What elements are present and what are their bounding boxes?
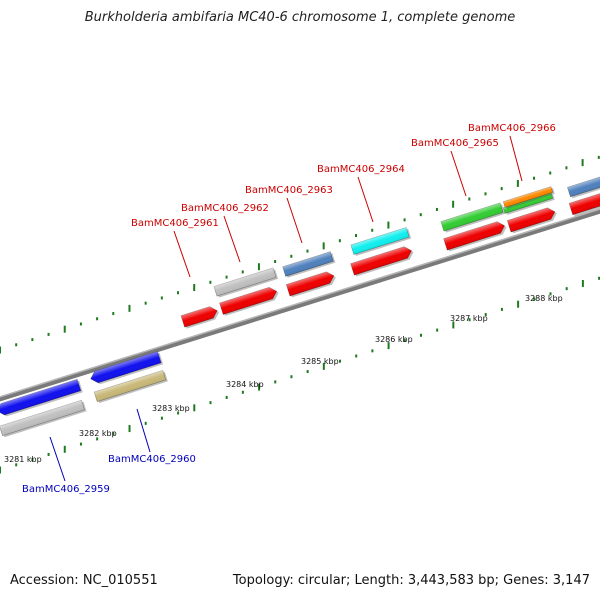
- gene-label-leader: [357, 176, 374, 223]
- gene-2964-gloss: [350, 227, 410, 255]
- genome-summary-text: Topology: circular; Length: 3,443,583 bp…: [232, 573, 590, 588]
- gene-label-leader: [136, 408, 151, 453]
- cds-2964-gloss: [350, 246, 412, 276]
- scale-label: 3282 kbp: [79, 429, 117, 438]
- gene-label-leader: [509, 135, 523, 182]
- gene-2959: [0, 399, 87, 438]
- gene-2962-gloss: [213, 267, 277, 297]
- cds-2962-gloss: [219, 287, 277, 315]
- gene-label-bammc406_2965: BamMC406_2965: [411, 138, 499, 149]
- scale-label: 3281 kbp: [4, 455, 42, 464]
- cds-2962: [219, 287, 279, 316]
- gene-2962: [213, 267, 279, 298]
- gene-2960: [93, 369, 168, 404]
- gene-2965: [440, 202, 506, 233]
- gene-label-leader: [223, 215, 241, 263]
- gene-label-leader: [49, 436, 66, 482]
- gene-label-leader: [450, 150, 467, 197]
- scale-label: 3284 kbp: [226, 380, 264, 389]
- gene-2960-gloss: [94, 370, 166, 402]
- gene-label-bammc406_2960: BamMC406_2960: [108, 454, 196, 465]
- genome-backbone-highlight: [0, 208, 600, 398]
- cds-2959-gloss: [0, 379, 81, 415]
- cds-2961: [180, 306, 220, 329]
- gene-2966-orange-gloss: [503, 186, 553, 208]
- cds-2961-gloss: [181, 306, 218, 328]
- scale-label: 3287 kbp: [450, 314, 488, 323]
- genome-backbone: [0, 208, 600, 402]
- cds-2963: [285, 271, 336, 298]
- scale-label: 3285 kbp: [301, 357, 339, 366]
- gene-label-bammc406_2961: BamMC406_2961: [131, 218, 219, 229]
- cds-2963-gloss: [286, 271, 334, 296]
- gene-2963-gloss: [282, 251, 334, 277]
- gene-label-leader: [173, 230, 191, 278]
- cds-next-gloss: [569, 193, 600, 215]
- gene-next-gloss: [567, 175, 600, 197]
- cds-2966-gloss: [507, 207, 555, 232]
- gene-2966-green-gloss: [503, 192, 553, 214]
- gene-label-bammc406_2964: BamMC406_2964: [317, 164, 405, 175]
- cds-2965-gloss: [443, 221, 505, 251]
- cds-2959: [0, 378, 83, 417]
- scale-label: 3288 kbp: [525, 294, 563, 303]
- gene-label-bammc406_2966: BamMC406_2966: [468, 123, 556, 134]
- gene-2964: [350, 227, 412, 256]
- gene-2966-orange: [502, 186, 555, 209]
- accession-text: Accession: NC_010551: [10, 573, 158, 588]
- cds-2960: [90, 351, 164, 385]
- gene-2965-gloss: [440, 202, 504, 232]
- gene-label-bammc406_2963: BamMC406_2963: [245, 185, 333, 196]
- scale-label: 3283 kbp: [152, 404, 190, 413]
- cds-2960-gloss: [90, 351, 162, 383]
- cds-next: [568, 192, 600, 217]
- cds-2966: [506, 207, 557, 234]
- gene-next: [567, 174, 600, 199]
- gene-label-bammc406_2959: BamMC406_2959: [22, 484, 110, 495]
- map-title: Burkholderia ambifaria MC40-6 chromosome…: [84, 10, 516, 25]
- cds-2964: [350, 246, 414, 277]
- gene-2963: [282, 251, 336, 278]
- gene-2959-gloss: [0, 400, 85, 436]
- scale-label: 3286 kbp: [375, 335, 413, 344]
- cds-2965: [443, 221, 507, 252]
- gene-label-leader: [286, 197, 303, 244]
- gene-label-bammc406_2962: BamMC406_2962: [181, 203, 269, 214]
